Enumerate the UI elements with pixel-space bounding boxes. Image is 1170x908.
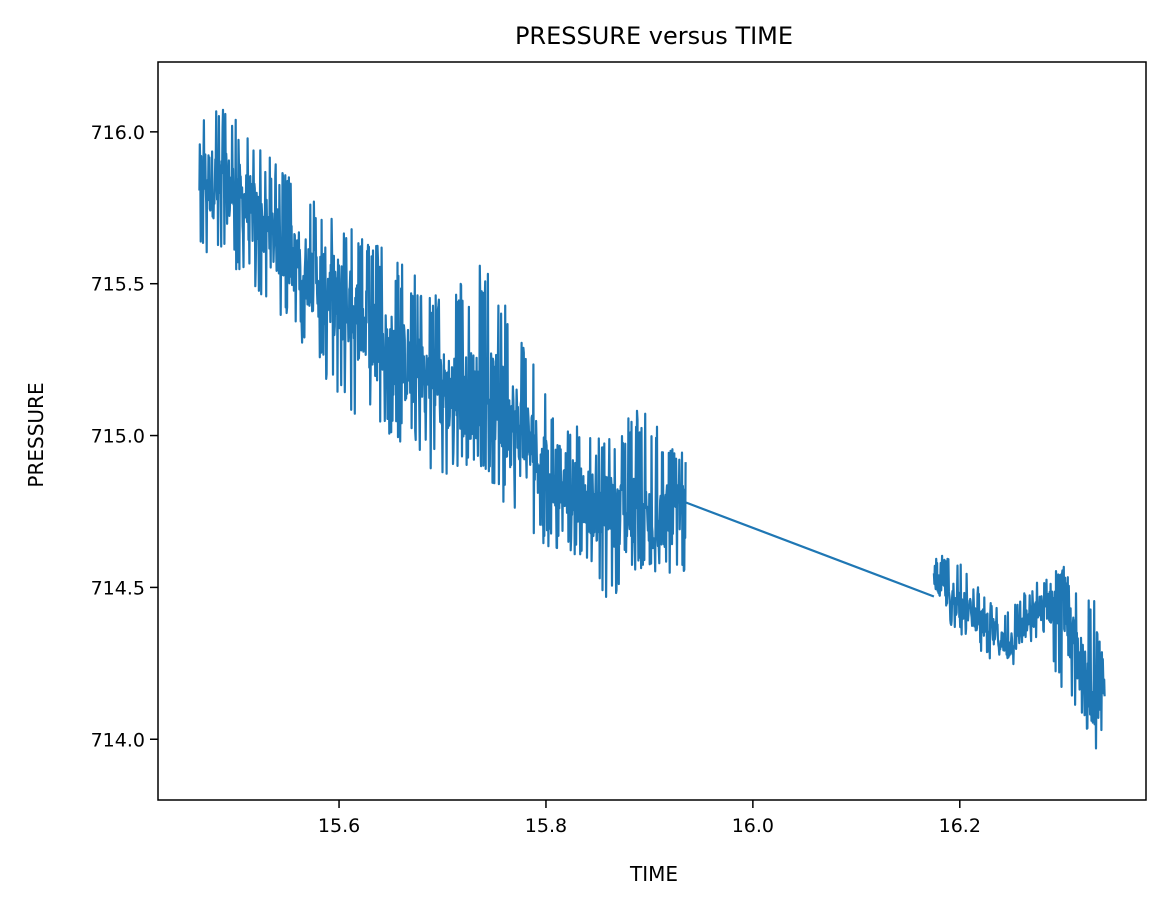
x-tick-label: 15.8 bbox=[525, 815, 567, 837]
series-line-segment bbox=[198, 108, 687, 598]
x-tick-label: 15.6 bbox=[318, 815, 360, 837]
x-axis-label: TIME bbox=[629, 862, 678, 886]
y-tick-label: 715.5 bbox=[91, 274, 145, 296]
y-tick-label: 715.0 bbox=[91, 426, 145, 448]
y-axis-label: PRESSURE bbox=[24, 382, 48, 487]
x-axis: 15.6 15.8 16.0 16.2 bbox=[318, 800, 981, 837]
series-layer bbox=[198, 108, 1106, 750]
series-line-segment bbox=[685, 501, 935, 598]
x-tick-label: 16.0 bbox=[732, 815, 774, 837]
y-tick-label: 714.0 bbox=[91, 729, 145, 751]
y-axis: 714.0 714.5 715.0 715.5 716.0 bbox=[91, 122, 158, 751]
y-tick-label: 714.5 bbox=[91, 577, 145, 599]
plot-frame bbox=[157, 61, 1147, 801]
y-tick-label: 716.0 bbox=[91, 122, 145, 144]
plot-area bbox=[157, 61, 1147, 801]
chart-title: PRESSURE versus TIME bbox=[515, 22, 793, 50]
x-tick-label: 16.2 bbox=[939, 815, 981, 837]
series-line-segment bbox=[932, 554, 1106, 750]
